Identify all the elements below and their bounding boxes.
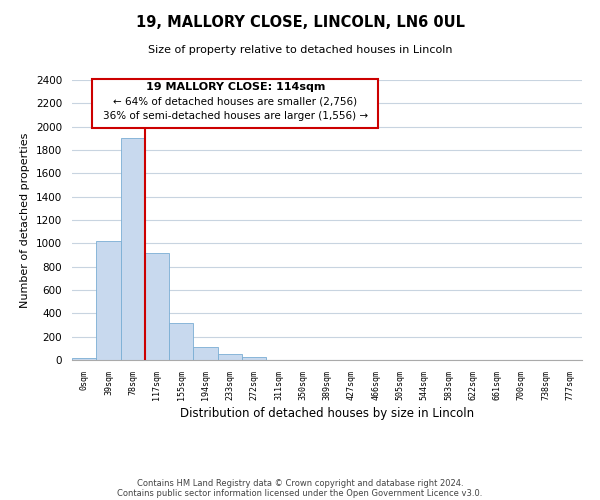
Bar (242, 356, 266, 360)
Bar (218, 354, 242, 360)
Bar (121, 138, 145, 360)
Text: Size of property relative to detached houses in Lincoln: Size of property relative to detached ho… (148, 45, 452, 55)
Bar (96, 241, 121, 360)
Bar (169, 322, 193, 360)
Text: 19 MALLORY CLOSE: 114sqm: 19 MALLORY CLOSE: 114sqm (146, 82, 325, 92)
Y-axis label: Number of detached properties: Number of detached properties (20, 132, 31, 308)
Text: 19, MALLORY CLOSE, LINCOLN, LN6 0UL: 19, MALLORY CLOSE, LINCOLN, LN6 0UL (136, 15, 464, 30)
Text: Contains public sector information licensed under the Open Government Licence v3: Contains public sector information licen… (118, 488, 482, 498)
Bar (145, 252, 169, 360)
Text: 36% of semi-detached houses are larger (1,556) →: 36% of semi-detached houses are larger (… (103, 111, 368, 121)
Text: ← 64% of detached houses are smaller (2,756): ← 64% of detached houses are smaller (2,… (113, 97, 357, 107)
Text: Contains HM Land Registry data © Crown copyright and database right 2024.: Contains HM Land Registry data © Crown c… (137, 478, 463, 488)
X-axis label: Distribution of detached houses by size in Lincoln: Distribution of detached houses by size … (180, 406, 474, 420)
Bar (72, 358, 96, 360)
FancyBboxPatch shape (92, 78, 378, 128)
Bar (193, 347, 218, 360)
